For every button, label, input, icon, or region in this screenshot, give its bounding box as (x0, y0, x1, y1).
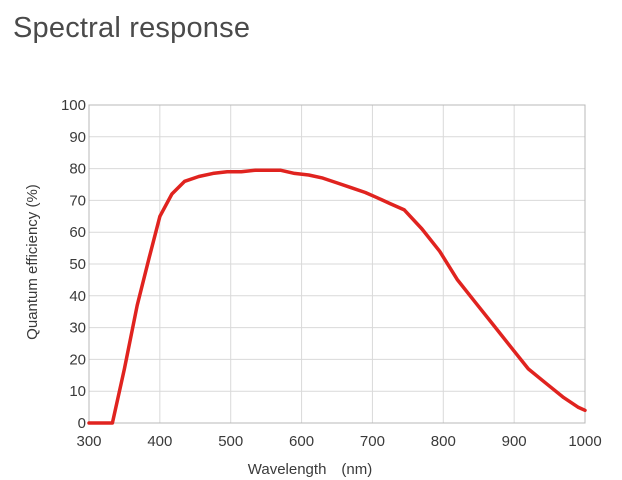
y-tick-label-10: 10 (69, 383, 86, 400)
y-tick-label-30: 30 (69, 320, 86, 337)
x-axis-title: Wavelength (nm) (248, 461, 372, 478)
y-tick-label-0: 0 (78, 415, 86, 432)
grid-layer (88, 104, 586, 424)
y-tick-label-100: 100 (61, 97, 86, 114)
x-tick-labels: 300 400 500 600 700 800 900 1000 (76, 433, 601, 450)
x-tick-label-900: 900 (502, 433, 527, 450)
series-layer (87, 168, 587, 425)
y-tick-label-80: 80 (69, 161, 86, 178)
y-tick-label-70: 70 (69, 192, 86, 209)
page-title: Spectral response (13, 12, 251, 44)
x-tick-label-700: 700 (360, 433, 385, 450)
x-tick-label-1000: 1000 (568, 433, 601, 450)
y-tick-label-60: 60 (69, 224, 86, 241)
x-tick-label-800: 800 (431, 433, 456, 450)
x-tick-label-600: 600 (289, 433, 314, 450)
y-tick-label-20: 20 (69, 351, 86, 368)
plot-frame (88, 104, 586, 424)
x-tick-label-300: 300 (76, 433, 101, 450)
y-tick-labels: 0 10 20 30 40 50 60 70 80 90 100 (61, 97, 86, 432)
y-tick-label-50: 50 (69, 256, 86, 273)
y-tick-label-40: 40 (69, 288, 86, 305)
qe-curve-line (87, 168, 587, 425)
x-tick-label-400: 400 (147, 433, 172, 450)
y-tick-label-90: 90 (69, 129, 86, 146)
y-axis-title: Quantum efficiency (%) (24, 184, 41, 340)
x-tick-label-500: 500 (218, 433, 243, 450)
